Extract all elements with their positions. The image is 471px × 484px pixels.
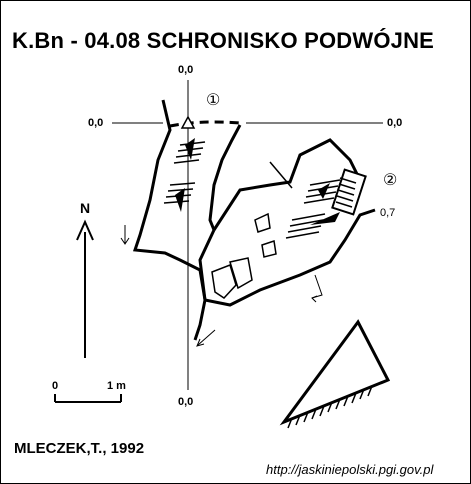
left-chamber-wall-east	[208, 124, 242, 231]
chamber-divider-line	[269, 161, 293, 189]
right-chamber-wall-south	[198, 208, 376, 307]
rock-block-icon	[211, 264, 237, 299]
entrance-2-marker: ②	[383, 172, 398, 189]
rock-block-icon	[261, 240, 277, 258]
rock-block-icon	[254, 212, 271, 233]
north-arrow-icon	[76, 219, 94, 241]
outcrop-triangle	[279, 319, 391, 426]
entrance-2-level: 0,7	[380, 207, 396, 219]
survey-level-right: 0,0	[387, 117, 403, 129]
slope-arrow-icon	[120, 225, 130, 245]
entrance-1-dripline	[169, 120, 241, 128]
survey-level-bottom: 0,0	[178, 396, 194, 408]
outcrop-hatching	[287, 385, 373, 429]
entrance-1-marker: ①	[206, 92, 221, 109]
page-title: K.Bn - 04.08 SCHRONISKO PODWÓJNE	[12, 28, 435, 53]
scale-bar-icon	[54, 394, 122, 403]
survey-level-left: 0,0	[88, 117, 104, 129]
scale-start-label: 0	[52, 380, 59, 392]
slope-arrow-icon	[196, 329, 216, 347]
slope-wedge-1	[185, 138, 195, 160]
entrance-2-block	[331, 168, 367, 216]
source-url: http://jaskiniepolski.pgi.gov.pl	[266, 462, 434, 477]
right-chamber-wall-north	[212, 138, 362, 231]
author-credit: MLECZEK,T., 1992	[14, 440, 145, 457]
rock-block-icon	[229, 257, 253, 290]
survey-datum-triangle-icon	[180, 115, 196, 129]
left-chamber-wall-west	[132, 99, 207, 341]
entrance-2-hatching	[335, 177, 357, 208]
slope-arrow-icon	[311, 274, 323, 303]
scale-end-label: 1 m	[107, 380, 126, 392]
slope-wedge-2	[175, 188, 185, 212]
slope-wedge-3	[318, 183, 330, 199]
slope-wedge-4	[310, 212, 340, 225]
north-label: N	[80, 200, 91, 216]
slope-hatch-right-lower	[285, 213, 326, 239]
survey-level-top: 0,0	[178, 64, 194, 76]
